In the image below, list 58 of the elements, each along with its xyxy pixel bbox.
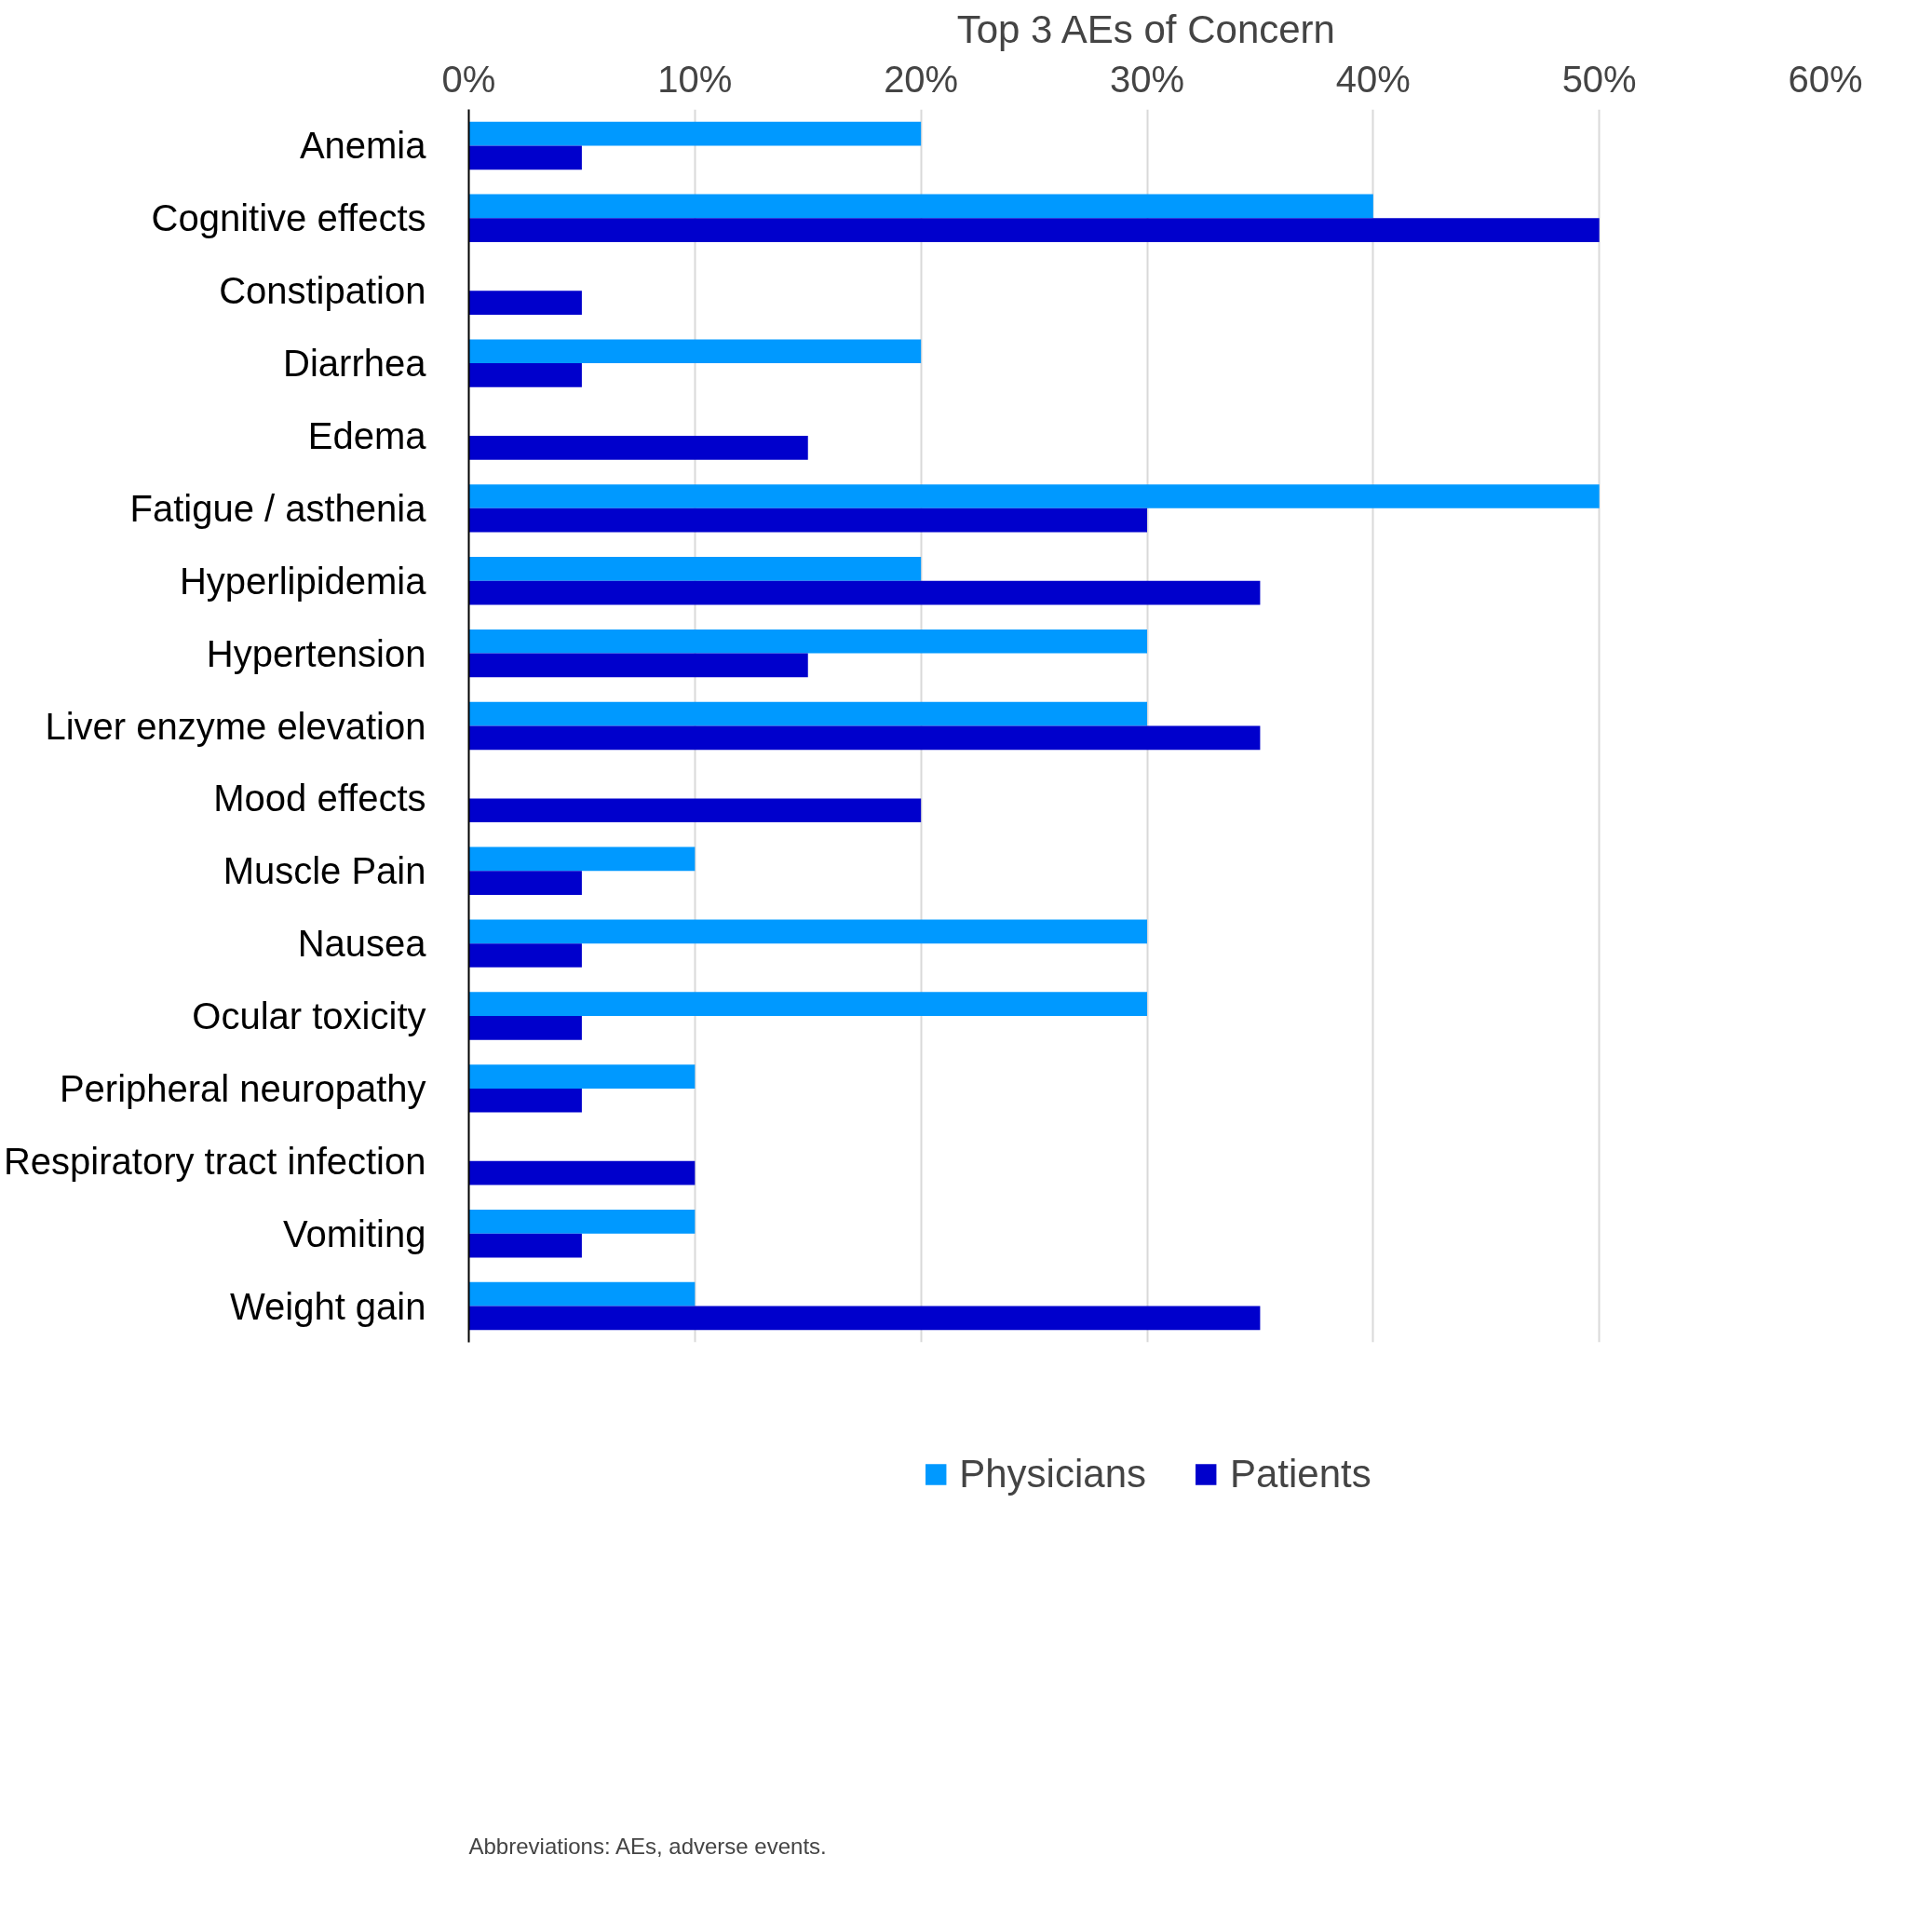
legend-label: Patients (1230, 1452, 1371, 1496)
bar (468, 121, 922, 146)
x-tick-label: 20% (884, 58, 959, 100)
y-tick-label: Cognitive effects (151, 197, 426, 239)
bar (468, 1306, 1261, 1331)
text: Abbreviations: AEs, adverse events. (468, 1833, 827, 1859)
bar (468, 194, 1373, 219)
y-tick-label: Liver enzyme elevation (45, 705, 426, 747)
y-tick-label: Constipation (219, 270, 426, 312)
bar (468, 919, 1147, 944)
y-tick-label: Vomiting (283, 1212, 426, 1254)
x-tick-label: 40% (1335, 58, 1411, 100)
bar (468, 653, 808, 678)
bar (468, 1088, 582, 1113)
bar (468, 363, 582, 387)
bar (468, 1064, 696, 1089)
y-tick-label: Mood effects (213, 778, 426, 819)
bar (468, 629, 1147, 654)
y-tick-label: Anemia (299, 125, 427, 167)
bar (468, 846, 696, 872)
x-tick-label: 0% (441, 58, 496, 100)
bar (468, 992, 1147, 1017)
bar (468, 798, 922, 823)
bar (468, 291, 582, 315)
y-tick-label: Fatigue / asthenia (129, 487, 427, 529)
bar (468, 1016, 582, 1040)
bar (468, 508, 1147, 533)
bar (468, 871, 582, 895)
y-tick-label: Muscle Pain (223, 850, 426, 892)
bar (468, 701, 1147, 726)
x-tick-label: 30% (1109, 58, 1185, 100)
legend-label: Physicians (959, 1452, 1146, 1496)
x-tick-label: 60% (1788, 58, 1863, 100)
bar (468, 145, 582, 170)
y-tick-label: Edema (307, 414, 427, 456)
y-tick-label: Ocular toxicity (192, 995, 426, 1037)
bar (468, 218, 1600, 243)
bar (468, 339, 922, 364)
y-tick-label: Respiratory tract infection (3, 1140, 426, 1182)
y-tick-label: Weight gain (229, 1285, 426, 1327)
bar (468, 1160, 696, 1185)
bar (468, 484, 1600, 508)
chart-title: Top 3 AEs of Concern (956, 7, 1335, 51)
y-tick-label: Diarrhea (283, 343, 427, 385)
y-tick-label: Nausea (297, 923, 427, 965)
bar (468, 557, 922, 581)
bar (468, 1209, 696, 1234)
x-tick-label: 50% (1561, 58, 1637, 100)
bar (468, 435, 808, 460)
bar (468, 943, 582, 968)
bar (468, 1281, 696, 1307)
bar (468, 1233, 582, 1258)
y-tick-label: Hyperlipidemia (179, 560, 427, 602)
x-tick-label: 10% (657, 58, 733, 100)
bar (468, 580, 1261, 605)
y-tick-label: Peripheral neuropathy (59, 1067, 426, 1109)
bar (468, 725, 1261, 751)
y-tick-label: Hypertension (206, 632, 426, 674)
